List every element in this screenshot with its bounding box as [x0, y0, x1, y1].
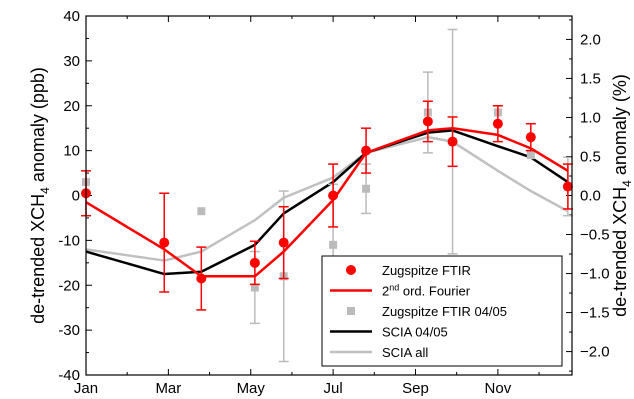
y-left-tick-label: 10: [63, 143, 80, 160]
legend-marker-square: [347, 307, 355, 315]
legend-marker-circle: [346, 265, 356, 275]
y-left-tick-label: -30: [58, 322, 80, 339]
point-ftir: [525, 132, 536, 143]
point-ftir: [249, 257, 260, 268]
point-ftir: [159, 237, 170, 248]
x-tick-label: Sep: [402, 380, 429, 397]
series-line-scia-all: [85, 135, 569, 262]
point-ftir-0405: [250, 283, 259, 292]
point-ftir-0405: [362, 184, 371, 193]
y-right-tick-label: 2.0: [580, 31, 601, 48]
point-ftir: [562, 181, 573, 192]
series-line-fourier: [85, 126, 569, 278]
point-ftir: [492, 118, 503, 129]
y-left-axis-title: de-trended XCH4 anomaly (ppb): [28, 67, 52, 324]
series-layer: [81, 28, 573, 363]
x-tick-label: Jul: [324, 380, 343, 397]
y-right-tick-label: 1.0: [580, 109, 601, 126]
plot-frame: [85, 15, 573, 376]
legend: Zugspitze FTIR 2nd ord. Fourier Zugspitze …: [321, 255, 563, 367]
legend-box: [321, 255, 563, 367]
point-ftir: [278, 237, 289, 248]
y-left-tick-label: 40: [63, 8, 80, 25]
point-ftir: [422, 116, 433, 127]
y-left-tick-label: 0: [72, 188, 80, 205]
y-right-tick-label: −2.0: [580, 344, 610, 361]
y-right-tick-label: 0.5: [580, 148, 601, 165]
point-ftir-0405: [329, 240, 338, 249]
x-tick-label: Jan: [74, 380, 98, 397]
x-tick-label: Nov: [485, 380, 512, 397]
y-left-tick-label: -20: [58, 277, 80, 294]
tick-labels: Jan Mar May Jul Sep Nov -40 -30 -20 -10 0 10 20 30 40 −…: [28, 8, 634, 397]
legend-label: 2nd ord. Fourier: [382, 283, 471, 299]
legend-label: Zugspitze FTIR 04/05: [382, 304, 507, 319]
series-line-scia-0405: [85, 129, 569, 276]
y-right-axis-title: de-trended XCH4 anomaly (%): [610, 74, 634, 317]
y-right-tick-label: 0.0: [580, 188, 601, 205]
y-left-tick-label: -40: [58, 367, 80, 384]
y-right-tick-label: −1.5: [580, 305, 610, 322]
point-ftir: [361, 145, 372, 156]
legend-label: SCIA 04/05: [382, 325, 448, 340]
y-left-tick-label: -10: [58, 232, 80, 249]
x-tick-label: May: [237, 380, 266, 397]
legend-label: SCIA all: [382, 345, 428, 360]
legend-label: Zugspitze FTIR: [382, 263, 471, 278]
y-right-tick-label: −0.5: [580, 227, 610, 244]
y-right-tick-label: 1.5: [580, 70, 601, 87]
y-left-tick-label: 30: [63, 53, 80, 70]
point-ftir-0405: [526, 151, 535, 160]
y-left-tick-label: 20: [63, 98, 80, 115]
point-ftir: [447, 136, 458, 147]
x-tick-label: Mar: [155, 380, 181, 397]
point-ftir-0405: [197, 207, 206, 216]
y-right-tick-label: −1.0: [580, 266, 610, 283]
point-ftir: [196, 273, 207, 284]
point-ftir: [328, 190, 339, 201]
